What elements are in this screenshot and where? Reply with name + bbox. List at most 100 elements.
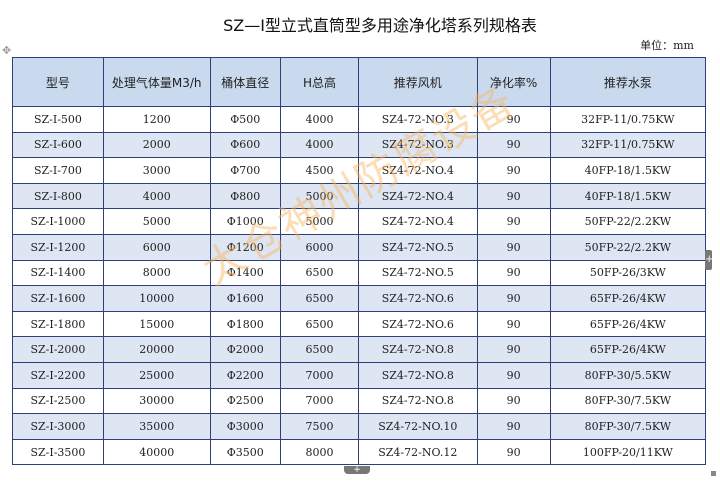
table-cell: 6500 <box>279 285 360 312</box>
table-cell: SZ4-72-NO.8 <box>358 361 478 389</box>
table-cell: 40FP-18/1.5KW <box>549 157 707 184</box>
table-cell: 4000 <box>279 106 360 133</box>
table-cell: Φ1600 <box>209 285 281 312</box>
table-cell: SZ4-72-NO.8 <box>358 336 478 363</box>
table-cell: Φ3000 <box>209 413 281 440</box>
table-cell: Φ2500 <box>209 387 281 415</box>
table-row: SZ-I-600 2000 Φ600 4000 SZ4-72-NO.3 90 32FP-11… <box>12 131 707 159</box>
table-cell: 10000 <box>102 285 211 312</box>
table-cell: 50FP-22/2.2KW <box>549 233 707 261</box>
table-cell: 5000 <box>279 182 360 210</box>
table-cell: 90 <box>476 259 551 287</box>
table-row: SZ-I-3500 40000 Φ3500 8000 SZ4-72-NO.12 90 100… <box>12 438 707 466</box>
table-cell: SZ-I-800 <box>12 182 104 210</box>
table-cell: Φ1000 <box>209 208 281 235</box>
table-cell: SZ-I-1600 <box>12 285 104 312</box>
table-cell: Φ1800 <box>209 310 281 338</box>
table-cell: Φ3500 <box>209 438 281 466</box>
table-cell: SZ-I-1000 <box>12 208 104 235</box>
table-cell: 90 <box>476 413 551 440</box>
table-cell: 90 <box>476 106 551 133</box>
table-cell: SZ4-72-NO.10 <box>358 413 478 440</box>
table-cell: 1200 <box>102 106 211 133</box>
table-cell: Φ1200 <box>209 233 281 261</box>
table-row: SZ-I-500 1200 Φ500 4000 SZ4-72-NO.3 90 32FP-11… <box>12 106 707 133</box>
table-cell: SZ-I-1400 <box>12 259 104 287</box>
table-cell: SZ4-72-NO.8 <box>358 387 478 415</box>
column-header: H总高 <box>279 57 360 107</box>
column-header: 处理气体量M3/h <box>102 57 211 107</box>
table-cell: 90 <box>476 438 551 466</box>
table-cell: 7500 <box>279 413 360 440</box>
table-cell: 2000 <box>102 131 211 159</box>
table-cell: 90 <box>476 387 551 415</box>
table-cell: 8000 <box>102 259 211 287</box>
table-cell: 6000 <box>279 233 360 261</box>
table-cell: 90 <box>476 361 551 389</box>
table-cell: SZ-I-1200 <box>12 233 104 261</box>
table-cell: 90 <box>476 310 551 338</box>
table-cell: 65FP-26/4KW <box>549 336 707 363</box>
table-cell: 50FP-22/2.2KW <box>549 208 707 235</box>
move-handle-icon[interactable]: ✥ <box>2 44 12 57</box>
table-cell: 32FP-11/0.75KW <box>549 131 707 159</box>
table-cell: 32FP-11/0.75KW <box>549 106 707 133</box>
table-cell: SZ4-72-NO.3 <box>358 131 478 159</box>
spec-table: 型号 处理气体量M3/h 桶体直径 H总高 推荐风机 净化率% 推荐水泵 SZ-I-500 1… <box>12 57 707 466</box>
column-header: 净化率% <box>476 57 551 107</box>
table-cell: 25000 <box>102 361 211 389</box>
table-cell: 5000 <box>279 208 360 235</box>
page-title: SZ—I型立式直筒型多用途净化塔系列规格表 <box>223 16 537 35</box>
table-cell: Φ2000 <box>209 336 281 363</box>
table-row: SZ-I-1400 8000 Φ1400 6500 SZ4-72-NO.5 90 50FP-… <box>12 259 707 287</box>
table-cell: 8000 <box>279 438 360 466</box>
table-cell: 100FP-20/11KW <box>549 438 707 466</box>
table-row: SZ-I-2200 25000 Φ2200 7000 SZ4-72-NO.8 90 80FP… <box>12 361 707 389</box>
plus-icon: + <box>705 254 714 265</box>
table-cell: Φ600 <box>209 131 281 159</box>
table-cell: SZ-I-2500 <box>12 387 104 415</box>
table-cell: Φ500 <box>209 106 281 133</box>
table-cell: 6500 <box>279 310 360 338</box>
table-cell: SZ4-72-NO.6 <box>358 310 478 338</box>
table-row: SZ-I-800 4000 Φ800 5000 SZ4-72-NO.4 90 40FP-18… <box>12 182 707 210</box>
table-cell: 80FP-30/7.5KW <box>549 387 707 415</box>
table-cell: 40FP-18/1.5KW <box>549 182 707 210</box>
table-cell: Φ800 <box>209 182 281 210</box>
table-cell: 6000 <box>102 233 211 261</box>
table-cell: 4000 <box>279 131 360 159</box>
table-cell: 7000 <box>279 387 360 415</box>
table-cell: 7000 <box>279 361 360 389</box>
table-cell: SZ-I-2000 <box>12 336 104 363</box>
add-column-button[interactable]: + <box>705 250 714 270</box>
table-cell: 15000 <box>102 310 211 338</box>
table-cell: 6500 <box>279 336 360 363</box>
table-row: SZ-I-1200 6000 Φ1200 6000 SZ4-72-NO.5 90 50FP-… <box>12 233 707 261</box>
table-cell: 80FP-30/5.5KW <box>549 361 707 389</box>
table-cell: SZ-I-700 <box>12 157 104 184</box>
table-cell: 6500 <box>279 259 360 287</box>
table-row: SZ-I-1800 15000 Φ1800 6500 SZ4-72-NO.6 90 65FP… <box>12 310 707 338</box>
resize-handle-icon[interactable] <box>711 471 716 476</box>
table-header-row: 型号 处理气体量M3/h 桶体直径 H总高 推荐风机 净化率% 推荐水泵 <box>12 57 707 107</box>
table-cell: 4500 <box>279 157 360 184</box>
table-row: SZ-I-2500 30000 Φ2500 7000 SZ4-72-NO.8 90 80FP… <box>12 387 707 415</box>
table-cell: Φ1400 <box>209 259 281 287</box>
table-row: SZ-I-700 3000 Φ700 4500 SZ4-72-NO.4 90 40FP-18… <box>12 157 707 184</box>
table-cell: SZ4-72-NO.6 <box>358 285 478 312</box>
table-cell: 20000 <box>102 336 211 363</box>
table-row: SZ-I-1000 5000 Φ1000 5000 SZ4-72-NO.4 90 50FP-… <box>12 208 707 235</box>
column-header: 推荐风机 <box>358 57 478 107</box>
table-row: SZ-I-3000 35000 Φ3000 7500 SZ4-72-NO.10 90 80F… <box>12 413 707 440</box>
add-row-button[interactable]: + <box>344 466 370 475</box>
table-cell: Φ700 <box>209 157 281 184</box>
table-cell: SZ-I-3500 <box>12 438 104 466</box>
table-cell: 80FP-30/7.5KW <box>549 413 707 440</box>
table-cell: 90 <box>476 208 551 235</box>
column-header: 桶体直径 <box>209 57 281 107</box>
table-cell: 3000 <box>102 157 211 184</box>
table-cell: 90 <box>476 182 551 210</box>
table-row: SZ-I-2000 20000 Φ2000 6500 SZ4-72-NO.8 90 65FP… <box>12 336 707 363</box>
table-cell: 4000 <box>102 182 211 210</box>
column-header: 型号 <box>12 57 104 107</box>
